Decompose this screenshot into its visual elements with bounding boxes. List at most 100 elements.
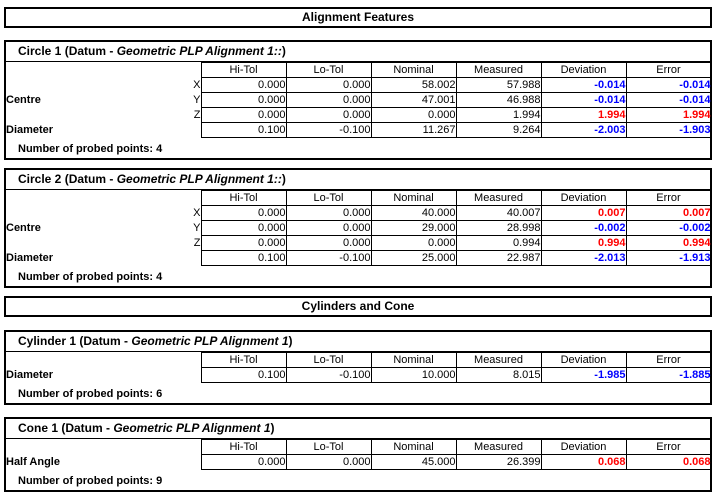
measured-value: 9.264 [455,122,542,138]
axis-label: X [193,207,201,219]
axis-label [156,455,201,470]
axis-label: X [193,79,201,91]
column-header-hi-tol: Hi-Tol [200,190,287,206]
column-header-measured: Measured [455,62,542,78]
lo-tol-value: -0.100 [285,250,372,266]
error-value: -0.014 [625,92,712,108]
feature-cone-1: Cone 1 (Datum - Geometric PLP Alignment … [4,417,712,492]
section-header-cylinders-and-cone: Cylinders and Cone [4,296,712,317]
probed-points-count: Number of probed points: 9 [18,475,163,487]
table-row-y: Centre Y 0.000 0.000 29.000 28.998 -0.00… [6,220,712,236]
feature-title-close: ) [288,334,293,348]
deviation-value: 0.068 [540,454,627,470]
axis-label [156,251,201,266]
axis-label: Y [193,94,201,106]
deviation-value: -0.014 [540,77,627,93]
column-header-measured: Measured [455,352,542,368]
column-header-deviation: Deviation [540,352,627,368]
nominal-value: 45.000 [370,454,457,470]
table-row-z: Z 0.000 0.000 0.000 1.994 1.994 1.994 [6,107,712,123]
spacer-cell [156,440,201,455]
measured-value: 46.988 [455,92,542,108]
column-header-error: Error [625,190,712,206]
lo-tol-value: 0.000 [285,235,372,251]
group-label-half-angle: Half Angle [6,456,60,468]
table-row-z: Z 0.000 0.000 0.000 0.994 0.994 0.994 [6,235,712,251]
measured-value: 40.007 [455,205,542,221]
nominal-value: 0.000 [370,107,457,123]
nominal-value: 25.000 [370,250,457,266]
hi-tol-value: 0.000 [200,454,287,470]
hi-tol-value: 0.000 [200,205,287,221]
probed-points-count: Number of probed points: 4 [18,143,163,155]
lo-tol-value: 0.000 [285,220,372,236]
feature-title-close: ) [281,172,286,186]
column-header-nominal: Nominal [370,352,457,368]
column-header-hi-tol: Hi-Tol [200,439,287,455]
feature-title-text: Cylinder 1 (Datum - [18,334,132,348]
column-header-lo-tol: Lo-Tol [285,352,372,368]
feature-cylinder-1: Cylinder 1 (Datum - Geometric PLP Alignm… [4,330,712,405]
error-value: -1.903 [625,122,712,138]
measured-value: 1.994 [455,107,542,123]
hi-tol-value: 0.000 [200,235,287,251]
feature-title-close: ) [281,44,286,58]
feature-title-text: Circle 1 (Datum - [18,44,117,58]
hi-tol-value: 0.000 [200,107,287,123]
column-header-error: Error [625,62,712,78]
feature-circle-2: Circle 2 (Datum - Geometric PLP Alignmen… [4,168,712,288]
measured-value: 8.015 [455,367,542,383]
axis-label: Z [193,237,201,249]
error-value: -0.014 [625,77,712,93]
feature-title-close: ) [270,421,275,435]
column-header-deviation: Deviation [540,190,627,206]
table-header-row: Hi-Tol Lo-Tol Nominal Measured Deviation… [6,352,712,368]
table-header-row: Hi-Tol Lo-Tol Nominal Measured Deviation… [6,190,712,206]
table-row-half-angle: Half Angle 0.000 0.000 45.000 26.399 0.0… [6,454,712,470]
deviation-value: -1.985 [540,367,627,383]
measurement-table-cylinder-1: Hi-Tol Lo-Tol Nominal Measured Deviation… [6,352,712,383]
deviation-value: 0.994 [540,235,627,251]
table-row-y: Centre Y 0.000 0.000 47.001 46.988 -0.01… [6,92,712,108]
group-label-diameter: Diameter [6,369,54,381]
column-header-nominal: Nominal [370,439,457,455]
axis-label: Z [193,109,201,121]
column-header-nominal: Nominal [370,190,457,206]
deviation-value: 0.007 [540,205,627,221]
axis-label [156,123,201,138]
feature-cylinder-1-title: Cylinder 1 (Datum - Geometric PLP Alignm… [6,332,710,352]
axis-label: Y [193,222,201,234]
nominal-value: 11.267 [370,122,457,138]
table-row-x: X 0.000 0.000 58.002 57.988 -0.014 -0.01… [6,77,712,93]
hi-tol-value: 0.100 [200,122,287,138]
table-row-diameter: Diameter 0.100 -0.100 11.267 9.264 -2.00… [6,122,712,138]
column-header-error: Error [625,439,712,455]
deviation-value: -2.003 [540,122,627,138]
nominal-value: 58.002 [370,77,457,93]
group-label [6,108,156,123]
measured-value: 28.998 [455,220,542,236]
feature-cone-1-title: Cone 1 (Datum - Geometric PLP Alignment … [6,419,710,439]
group-label-centre: Centre [6,222,41,234]
hi-tol-value: 0.000 [200,77,287,93]
column-header-lo-tol: Lo-Tol [285,439,372,455]
error-value: -1.913 [625,250,712,266]
feature-datum: Geometric PLP Alignment 1:: [116,44,282,58]
measurement-table-cone-1: Hi-Tol Lo-Tol Nominal Measured Deviation… [6,439,712,470]
column-header-hi-tol: Hi-Tol [200,352,287,368]
measured-value: 26.399 [455,454,542,470]
feature-circle-1-title: Circle 1 (Datum - Geometric PLP Alignmen… [6,42,710,62]
table-header-row: Hi-Tol Lo-Tol Nominal Measured Deviation… [6,62,712,78]
nominal-value: 29.000 [370,220,457,236]
measurement-table-circle-2: Hi-Tol Lo-Tol Nominal Measured Deviation… [6,190,712,266]
lo-tol-value: 0.000 [285,107,372,123]
measurement-table-circle-1: Hi-Tol Lo-Tol Nominal Measured Deviation… [6,62,712,138]
group-label [6,78,156,93]
column-header-lo-tol: Lo-Tol [285,62,372,78]
probed-points-count: Number of probed points: 4 [18,271,163,283]
group-label [6,236,156,251]
column-header-deviation: Deviation [540,439,627,455]
nominal-value: 10.000 [370,367,457,383]
axis-label [156,368,201,383]
feature-title-text: Circle 2 (Datum - [18,172,117,186]
